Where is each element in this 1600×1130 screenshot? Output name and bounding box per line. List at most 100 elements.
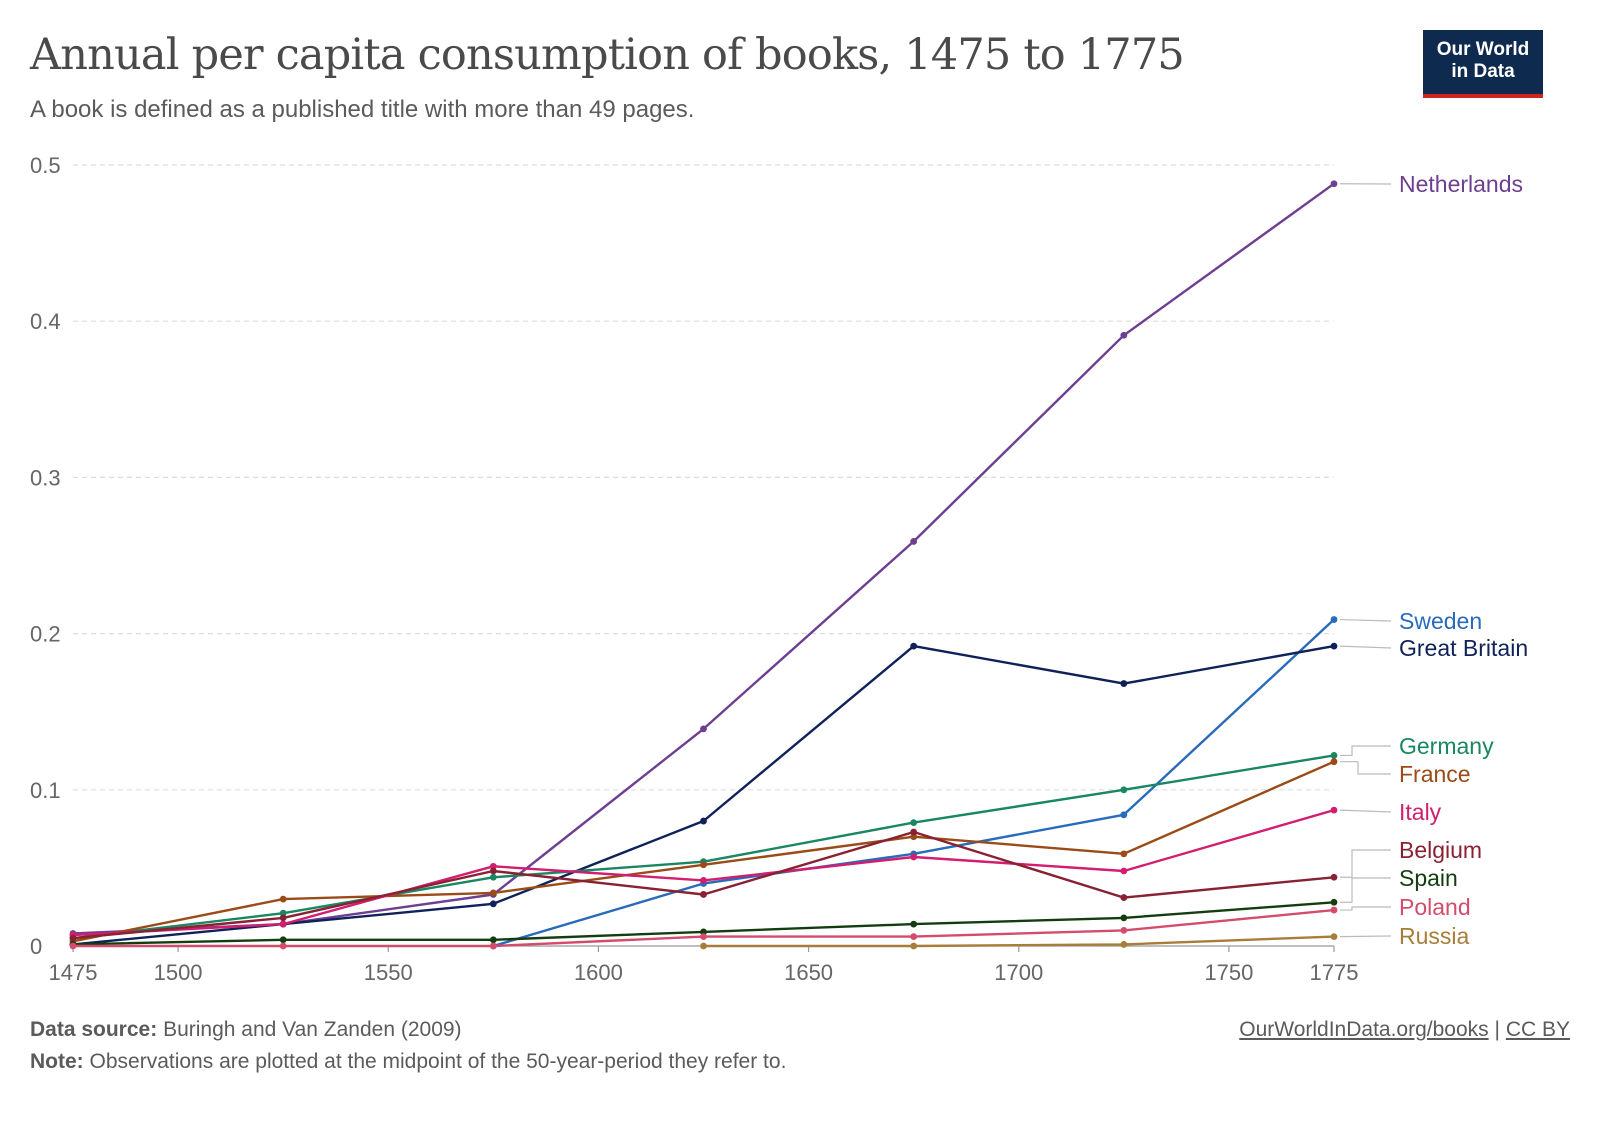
data-point	[1120, 786, 1128, 794]
line-chart: 0 0.1 0.2 0.3 0.4 0.5 1475 1500 1550 1600 1650 1700…	[30, 153, 1528, 985]
data-point	[489, 867, 497, 875]
data-point	[1330, 806, 1338, 814]
chart-subtitle: A book is defined as a published title w…	[30, 96, 695, 123]
x-tick-label: 1550	[364, 960, 413, 985]
series-label: Belgium	[1399, 837, 1482, 863]
chart-title: Annual per capita consumption of books, …	[30, 30, 1185, 80]
note-text: Observations are plotted at the midpoint…	[89, 1050, 787, 1073]
data-point	[910, 828, 918, 836]
y-tick-label: 0.1	[30, 778, 61, 803]
x-tick-label: 1500	[154, 960, 203, 985]
data-point	[489, 873, 497, 881]
y-tick-label: 0.2	[30, 622, 61, 647]
series-label: Italy	[1399, 799, 1442, 825]
footer-links: OurWorldInData.org/books | CC BY	[1239, 1018, 1570, 1042]
data-source-text: Buringh and Van Zanden (2009)	[163, 1018, 462, 1041]
series-label: France	[1399, 761, 1471, 787]
data-point	[700, 725, 707, 733]
data-point	[1330, 873, 1338, 881]
y-tick-label: 0.3	[30, 465, 61, 490]
data-point	[1330, 758, 1338, 766]
data-point	[1120, 914, 1128, 922]
label-connector	[1339, 809, 1392, 813]
data-point	[1330, 616, 1338, 623]
x-tick-label: 1475	[49, 960, 98, 985]
series-label: Great Britain	[1399, 635, 1528, 661]
data-point	[489, 900, 497, 908]
note-label: Note:	[30, 1050, 84, 1073]
data-point	[700, 928, 707, 936]
data-point	[910, 833, 918, 841]
x-tick-label: 1700	[994, 960, 1043, 985]
data-point	[1120, 941, 1128, 948]
x-tick-label: 1775	[1310, 960, 1359, 985]
series-line-russia	[703, 935, 1335, 948]
data-point	[700, 861, 707, 869]
data-point	[279, 936, 287, 944]
data-point	[700, 933, 707, 941]
logo-line-1: Our World	[1436, 39, 1530, 60]
data-point	[910, 538, 918, 545]
chart-note: Note: Observations are plotted at the mi…	[30, 1050, 786, 1074]
data-point	[700, 942, 707, 950]
series-label: Spain	[1399, 865, 1458, 891]
label-connector	[1340, 761, 1391, 775]
data-point	[1120, 811, 1128, 819]
y-tick-label: 0	[30, 934, 42, 959]
data-point	[1120, 331, 1128, 339]
y-tick-label: 0.4	[30, 309, 61, 334]
data-point	[1330, 906, 1338, 914]
data-point	[69, 942, 77, 950]
data-point	[1120, 850, 1128, 858]
data-point	[1330, 642, 1338, 650]
data-point	[1330, 180, 1338, 188]
data-point	[700, 817, 707, 825]
data-point	[1120, 926, 1128, 934]
license-link[interactable]: CC BY	[1505, 1018, 1570, 1041]
series-label: Russia	[1399, 923, 1470, 949]
data-point	[1120, 867, 1128, 875]
data-point	[279, 914, 287, 922]
data-point	[910, 942, 918, 950]
data-point	[279, 895, 287, 903]
data-point	[489, 862, 497, 870]
data-point	[279, 920, 287, 928]
series-label: Poland	[1399, 894, 1471, 920]
owid-logo[interactable]: Our World in Data	[1423, 30, 1543, 98]
data-point	[1120, 894, 1128, 901]
data-point	[700, 876, 707, 884]
logo-line-2: in Data	[1451, 61, 1515, 82]
series-label: Netherlands	[1399, 171, 1523, 197]
data-point	[910, 920, 918, 928]
x-tick-label: 1600	[574, 960, 623, 985]
label-connector	[1339, 645, 1392, 649]
footer-separator: |	[1494, 1018, 1500, 1041]
label-connector	[1339, 618, 1392, 622]
series-line-france	[72, 760, 1335, 943]
data-point	[910, 642, 918, 650]
source-link[interactable]: OurWorldInData.org/books	[1239, 1018, 1489, 1041]
label-connector	[1340, 745, 1391, 757]
label-connector	[1339, 935, 1392, 938]
data-point	[1330, 752, 1338, 759]
data-point	[910, 933, 918, 941]
series-label: Germany	[1399, 733, 1494, 759]
data-point	[1330, 898, 1338, 906]
x-tick-label: 1750	[1204, 960, 1253, 985]
data-point	[910, 853, 918, 861]
y-tick-label: 0.5	[30, 153, 61, 178]
data-point	[279, 909, 287, 917]
data-point	[69, 934, 77, 942]
label-connector	[1340, 877, 1391, 903]
data-point	[489, 942, 497, 950]
data-point	[700, 891, 707, 898]
series-line-germany	[72, 754, 1335, 940]
data-point	[489, 936, 497, 944]
label-connector	[1340, 906, 1391, 911]
data-source: Data source: Buringh and Van Zanden (200…	[30, 1018, 462, 1042]
series-label: Sweden	[1399, 608, 1482, 634]
data-point	[489, 889, 497, 897]
label-connector	[1340, 849, 1391, 878]
x-tick-label: 1650	[784, 960, 833, 985]
data-point	[1120, 680, 1128, 687]
